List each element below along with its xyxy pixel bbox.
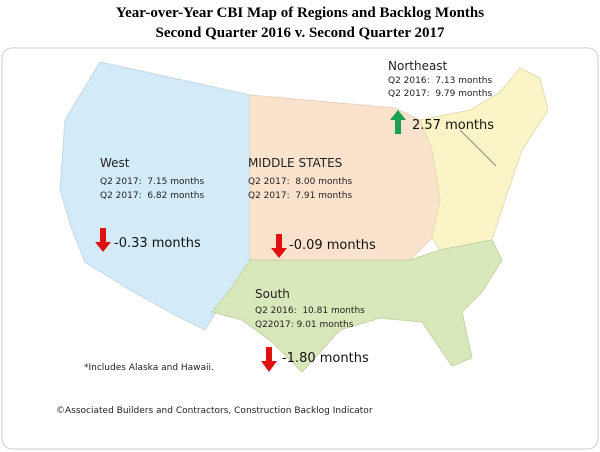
leader-line <box>459 129 497 167</box>
down-arrow <box>95 228 111 252</box>
down-arrow <box>271 234 287 258</box>
title: Year-over-Year CBI Map of Regions and Ba… <box>116 5 484 21</box>
region-name: MIDDLE STATES <box>248 156 342 170</box>
south-region <box>211 239 503 373</box>
region-line: Q2 2016: 10.81 months <box>255 306 365 316</box>
footnote: *Includes Alaska and Hawaii. <box>84 363 214 373</box>
region-change: -1.80 months <box>282 351 369 366</box>
region-line: Q2 2017: 8.00 months <box>248 177 352 187</box>
region-line: Q22017: 9.01 months <box>255 320 354 330</box>
region-change: -0.33 months <box>114 236 201 251</box>
region-name: Northeast <box>388 59 448 73</box>
northeast-region <box>419 67 549 251</box>
region-name: West <box>100 156 130 170</box>
down-arrow <box>261 347 277 372</box>
region-name: South <box>255 287 290 301</box>
subtitle: Second Quarter 2016 v. Second Quarter 20… <box>155 25 445 41</box>
region-change: 2.57 months <box>412 118 494 133</box>
up-arrow <box>390 110 406 134</box>
region-line: Q2 2017: 7.91 months <box>248 191 352 201</box>
region-line: Q2 2017: 7.15 months <box>100 177 204 187</box>
region-line: Q2 2017: 9.79 months <box>388 89 492 99</box>
region-line: Q2 2016: 7.13 months <box>388 76 492 86</box>
region-line: Q2 2017: 6.82 months <box>100 191 204 201</box>
region-change: -0.09 months <box>289 238 376 253</box>
credit: ©Associated Builders and Contractors, Co… <box>56 406 373 416</box>
